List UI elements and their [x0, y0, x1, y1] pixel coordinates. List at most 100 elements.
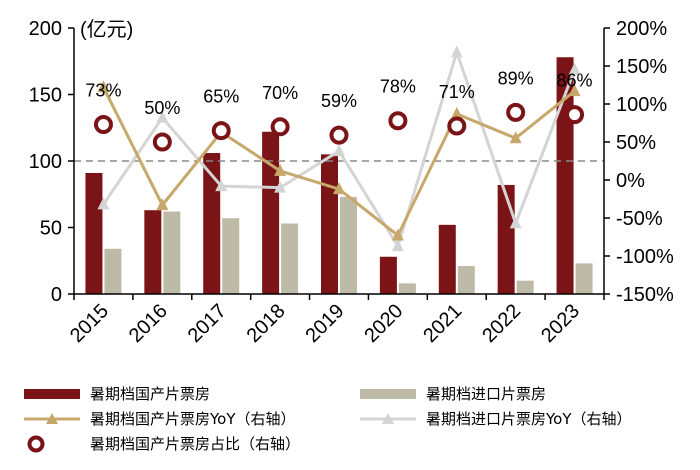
domestic-yoy-point	[450, 106, 463, 119]
legend-swatch	[360, 388, 416, 399]
legend-item: 暑期档进口片票房YoY（右轴）	[358, 408, 632, 429]
share-data-label: 59%	[321, 91, 357, 111]
right-tick-label: 150%	[616, 56, 667, 78]
share-point	[506, 102, 526, 122]
chart: 73% 50% 65% 70% 59% 78% 71% 89% 86% 0 50 100 150 200…	[29, 18, 674, 347]
bar-import	[281, 223, 299, 294]
right-tick-label: -150%	[616, 284, 674, 306]
legend-swatch-circle	[27, 435, 45, 452]
x-tick-label: 2019	[302, 300, 349, 347]
legend-swatch-bar	[360, 388, 416, 399]
bar-domestic	[321, 154, 338, 294]
legend-swatch	[24, 388, 80, 399]
share-data-label: 50%	[144, 98, 180, 118]
legend-swatch	[360, 412, 416, 424]
bar-import	[516, 280, 534, 294]
legend-item: 暑期档国产片票房占比（右轴）	[22, 433, 300, 454]
share-data-label: 78%	[380, 77, 416, 97]
share-data-label: 73%	[85, 81, 121, 101]
domestic-yoy-point	[156, 198, 169, 211]
chart-data-labels: 73% 50% 65% 70% 59% 78% 71% 89% 86%	[85, 68, 592, 118]
share-point	[152, 132, 172, 152]
share-point	[447, 116, 467, 136]
share-data-label: 70%	[262, 83, 298, 103]
domestic-yoy-point	[391, 228, 404, 241]
legend: 暑期档国产片票房 暑期档进口片票房暑期档国产片票房YoY（右轴） 暑期档进口片票房Y…	[20, 380, 700, 470]
domestic-yoy-point	[97, 80, 110, 93]
legend-item: 暑期档国产片票房YoY（右轴）	[22, 408, 296, 429]
domestic-yoy-point	[333, 182, 345, 195]
share-point	[329, 125, 349, 145]
right-tick-label: 100%	[616, 94, 667, 116]
bar-domestic	[85, 172, 103, 294]
legend-swatch-triangle	[46, 412, 58, 424]
import-yoy-point	[509, 216, 522, 229]
left-axis-unit-label: (亿元)	[80, 18, 133, 41]
legend-swatch	[27, 435, 45, 452]
x-tick-label: 2017	[184, 300, 231, 347]
legend-label: 暑期档国产片票房占比（右轴）	[90, 435, 301, 453]
x-tick-label: 2023	[537, 300, 584, 347]
domestic-yoy-point	[274, 163, 287, 176]
share-point	[93, 115, 113, 135]
share-data-label: 89%	[498, 68, 534, 88]
bar-import	[222, 218, 240, 294]
bar-import	[457, 266, 475, 294]
legend-label: 暑期档进口片票房YoY（右轴）	[426, 410, 632, 428]
legend-item: 暑期档国产片票房	[22, 383, 210, 404]
right-tick-label: 200%	[616, 18, 667, 40]
right-tick-label: -100%	[616, 246, 674, 268]
share-point	[565, 105, 585, 125]
bar-domestic	[497, 184, 515, 294]
share-data-label: 86%	[557, 71, 593, 91]
bar-import	[575, 263, 593, 294]
legend-swatch-bar	[24, 388, 80, 399]
bar-domestic	[262, 131, 280, 294]
import-yoy-point	[156, 110, 169, 123]
import-yoy-point	[391, 239, 404, 252]
share-data-label: 65%	[203, 87, 239, 107]
legend-label: 暑期档国产片票房	[90, 385, 211, 403]
right-tick-label: 50%	[616, 132, 656, 154]
legend-swatch	[24, 412, 80, 424]
legend-item: 暑期档进口片票房	[358, 383, 546, 404]
import-yoy-point	[274, 180, 287, 193]
share-point	[270, 117, 290, 137]
bar-import	[398, 283, 416, 294]
left-tick-label: 100	[29, 151, 62, 173]
right-tick-label: 0%	[616, 170, 645, 192]
import-yoy-point	[97, 197, 110, 210]
x-tick-label: 2022	[478, 300, 525, 347]
left-tick-label: 0	[51, 284, 62, 306]
chart-lines	[97, 45, 581, 252]
bar-domestic	[379, 256, 397, 294]
left-tick-label: 200	[29, 18, 62, 40]
legend-label: 暑期档进口片票房	[426, 385, 547, 403]
share-point	[211, 121, 231, 141]
right-tick-label: -50%	[616, 208, 663, 230]
legend-label: 暑期档国产片票房YoY（右轴）	[90, 410, 296, 428]
bar-import	[340, 196, 357, 294]
x-tick-label: 2018	[243, 300, 290, 347]
x-tick-label: 2016	[125, 300, 172, 347]
bar-import	[104, 248, 122, 294]
bar-domestic	[144, 210, 162, 294]
chart-axes: 0 50 100 150 200 -150% -100% -50% 0% 50% 100% 150% 2…	[29, 18, 674, 347]
domestic-yoy-point	[568, 84, 581, 97]
x-tick-label: 2015	[66, 300, 113, 347]
import-yoy-point	[450, 45, 463, 58]
bar-import	[163, 211, 181, 294]
bar-domestic	[438, 224, 456, 294]
chart-markers	[93, 102, 585, 152]
x-tick-label: 2020	[360, 300, 407, 347]
legend-swatch-triangle	[382, 412, 394, 424]
left-tick-label: 150	[29, 85, 62, 107]
import-yoy-point	[568, 62, 581, 75]
bar-domestic	[203, 153, 221, 294]
left-tick-label: 50	[40, 218, 62, 240]
import-yoy-point	[333, 144, 345, 157]
import-yoy-point	[215, 179, 228, 192]
share-point	[388, 111, 408, 131]
share-data-label: 71%	[439, 82, 475, 102]
x-tick-label: 2021	[419, 300, 466, 347]
